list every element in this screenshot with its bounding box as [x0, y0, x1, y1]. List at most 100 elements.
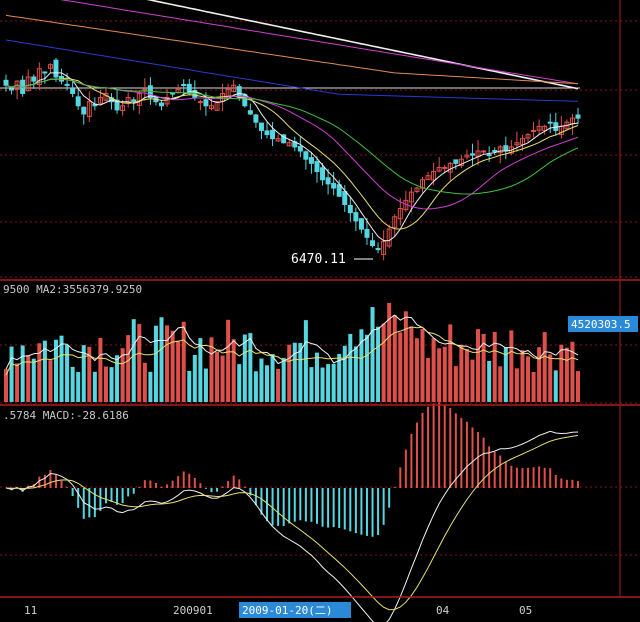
volume-bar: [548, 354, 553, 402]
volume-bar: [92, 371, 97, 402]
volume-bar: [153, 325, 158, 402]
volume-bar: [431, 338, 436, 402]
candle-body: [114, 99, 120, 111]
candle-body: [286, 142, 292, 147]
volume-bar: [198, 338, 203, 402]
candle-body: [70, 87, 76, 94]
grid-layer: [0, 20, 640, 556]
volume-last-value-label: 4520303.5: [571, 318, 631, 331]
x-tick-label: 11: [24, 604, 37, 617]
candle-body: [9, 88, 15, 91]
volume-bar: [187, 370, 192, 402]
candle-body: [386, 228, 392, 247]
volume-bar: [259, 358, 264, 402]
volume-bar: [231, 339, 236, 402]
candle-body: [36, 68, 42, 85]
candle-body: [197, 101, 203, 104]
volume-bar: [98, 337, 103, 402]
macd-dif-line: [5, 430, 579, 622]
volume-bar: [403, 311, 408, 402]
candle-body: [375, 248, 381, 251]
candle-body: [64, 83, 70, 86]
candle-body: [81, 106, 87, 115]
volume-bar: [15, 363, 20, 402]
low-annotation: 6470.11: [291, 252, 373, 267]
candle-body: [142, 88, 148, 91]
candle-body: [164, 97, 170, 105]
volume-bar: [270, 354, 275, 402]
volume-bar: [226, 319, 231, 402]
candle-body: [525, 134, 531, 139]
candle-body: [353, 212, 359, 222]
candle-body: [425, 175, 431, 181]
volume-bar: [253, 371, 258, 402]
volume-bar: [142, 362, 147, 402]
panel-frames: [0, 0, 640, 598]
candle-body: [514, 142, 520, 146]
volume-bar: [220, 355, 225, 402]
volume-bar: [476, 329, 481, 402]
short-moving-averages: [5, 72, 579, 242]
candle-body: [281, 134, 287, 144]
volume-bar: [87, 346, 92, 402]
volume-bar: [115, 355, 120, 402]
candle-body: [458, 158, 464, 167]
volume-bar: [298, 342, 303, 402]
ma5-line: [5, 72, 579, 242]
volume-bar: [42, 340, 47, 402]
candle-body: [275, 138, 281, 142]
candle-body: [247, 110, 253, 115]
candle-body: [547, 121, 553, 124]
volume-bar: [364, 334, 369, 402]
volume-bar: [520, 350, 525, 402]
candle-body: [158, 102, 164, 107]
volume-bar: [487, 360, 492, 402]
volume-bar: [176, 340, 181, 402]
candle-body: [97, 97, 103, 104]
volume-bar: [237, 364, 242, 402]
candle-body: [436, 166, 442, 172]
volume-bar: [120, 348, 125, 402]
candle-body: [442, 166, 448, 169]
candle-body: [497, 146, 503, 154]
volume-bar: [414, 338, 419, 402]
volume-bar: [359, 329, 364, 402]
candle-body: [75, 96, 81, 107]
volume-bar: [453, 366, 458, 402]
crosshair-date-box[interactable]: [239, 602, 351, 618]
crosshair-date-label: 2009-01-20(二): [242, 604, 332, 617]
x-tick-label: 04: [436, 604, 450, 617]
candle-body: [47, 64, 53, 69]
volume-bar: [342, 345, 347, 402]
candle-body: [3, 79, 9, 86]
volume-bar: [59, 335, 64, 402]
candle-body: [203, 99, 209, 107]
volume-bar: [553, 370, 558, 402]
volume-bar: [526, 356, 531, 402]
volume-bar: [76, 371, 81, 402]
volume-bar: [437, 348, 442, 402]
candle-body: [370, 240, 376, 247]
candle-body: [542, 125, 548, 131]
volume-bar: [281, 357, 286, 402]
volume-bar: [509, 330, 514, 402]
long-ma-line: [146, 0, 579, 90]
volume-bar: [165, 325, 170, 402]
volume-bar: [303, 320, 308, 402]
volume-bar: [464, 348, 469, 402]
candle-body: [531, 129, 537, 132]
volume-bar: [265, 365, 270, 402]
volume-bar: [531, 371, 536, 402]
candle-body: [575, 114, 581, 119]
volume-bar: [459, 344, 464, 402]
volume-bar: [570, 341, 575, 402]
candle-body: [381, 240, 387, 255]
candle-body: [125, 97, 131, 103]
candle-body: [186, 83, 192, 94]
long-moving-averages: [5, 0, 579, 102]
volume-bar: [126, 335, 131, 402]
volume-bar: [426, 357, 431, 402]
volume-bar: [370, 307, 375, 402]
volume-bar: [248, 333, 253, 402]
